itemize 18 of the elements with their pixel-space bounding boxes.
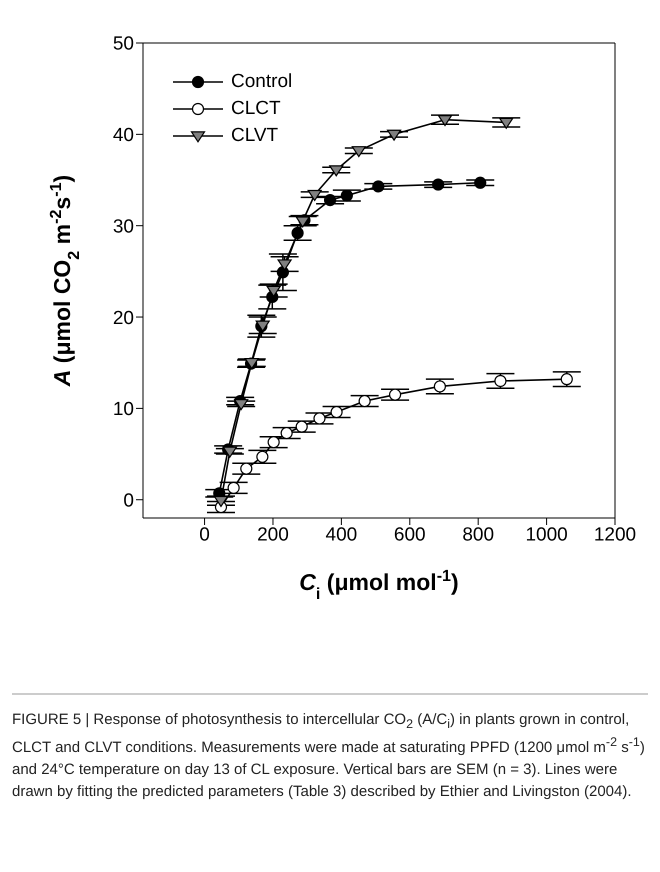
y-tick-label: 50 (112, 34, 134, 55)
x-axis-title: C$_{i}$ (μmol mol$^{-1}$) (299, 567, 459, 603)
x-tick-label: 600 (394, 524, 426, 546)
x-tick-label: 200 (257, 524, 289, 546)
x-tick-label: 1200 (594, 524, 636, 546)
y-tick-label: 20 (112, 308, 134, 329)
y-tick-label: 40 (112, 125, 134, 146)
x-tick-label: 400 (326, 524, 358, 546)
y-tick-label: 10 (112, 399, 134, 420)
x-tick-label: 0 (199, 524, 210, 546)
legend-label: Control (231, 70, 292, 92)
y-tick-label: 0 (123, 490, 134, 512)
x-tick-label: 800 (462, 524, 494, 546)
text: FIGURE 5 | Response of photosynthesis to intercellular CO$_{2}$ (A/C$_{i}$) in plants grown in control, CLCT and CLVT conditions. Measurements were made at saturating PPFD (1200 μmol m$^{-2}$ s$^{-1}$) and 24°C temperature on day 13 of CL exposure. Vertical bars are SEM (n = 3). Lines were drawn by fitting the predicted parameters (Table 3) described by Ethier and Livingston (2004). (12, 711, 645, 800)
y-tick-label: 30 (112, 216, 134, 238)
x-tick-label: 1000 (525, 524, 568, 546)
legend-label: CLCT (231, 98, 281, 120)
legend-label: CLVT (231, 124, 278, 146)
